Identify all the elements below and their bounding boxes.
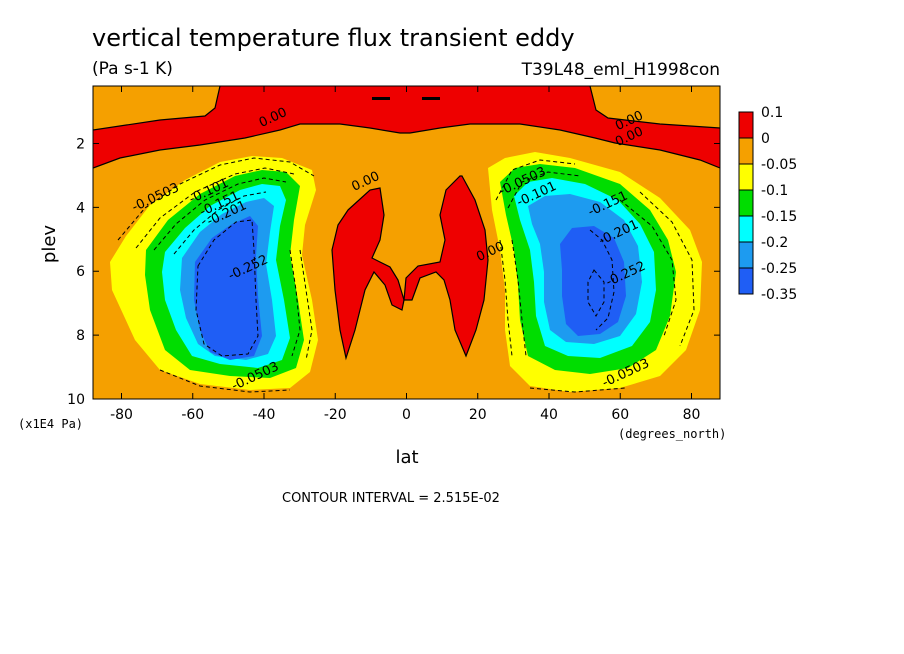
fill-red-top-band — [93, 86, 720, 168]
x-unit-label: (degrees_north) — [618, 427, 726, 441]
contour-dash-mark — [372, 97, 390, 100]
y-axis: 2 4 6 8 10 — [67, 136, 720, 408]
colorbar-label: -0.15 — [761, 209, 797, 225]
y-tick-label: 6 — [76, 264, 85, 280]
x-tick-label: -80 — [110, 407, 133, 423]
x-tick-label: 60 — [611, 407, 629, 423]
colorbar-swatch — [738, 163, 754, 191]
fill-blue-left — [194, 216, 262, 360]
y-tick-label: 8 — [76, 328, 85, 344]
x-axis-title: lat — [395, 447, 418, 468]
fill-blue-right — [560, 226, 626, 336]
y-tick-label: 4 — [76, 200, 85, 216]
x-tick-label: 0 — [402, 407, 411, 423]
colorbar-swatch — [738, 215, 754, 243]
chart-title: vertical temperature flux transient eddy — [92, 24, 575, 52]
colorbar-label: -0.35 — [761, 287, 797, 303]
colorbar-label: -0.2 — [761, 235, 788, 251]
colorbar-swatch — [738, 267, 754, 295]
contour-interval-note: CONTOUR INTERVAL = 2.515E-02 — [282, 491, 500, 506]
colorbar-label: -0.05 — [761, 157, 797, 173]
x-axis: -80 -60 -40 -20 0 20 40 60 80 — [110, 86, 700, 423]
colorbar-swatch — [738, 137, 754, 165]
colorbar-swatch — [738, 189, 754, 217]
zero-contour-lines — [93, 86, 720, 361]
x-tick-label: 80 — [683, 407, 701, 423]
colorbar-label: -0.1 — [761, 183, 788, 199]
fill-red-center-right — [404, 176, 488, 356]
y-tick-label: 2 — [76, 136, 85, 152]
y-unit-label: (x1E4 Pa) — [18, 417, 83, 431]
x-tick-label: -60 — [181, 407, 204, 423]
colorbar-label: 0.1 — [761, 105, 783, 121]
y-tick-label: 10 — [67, 392, 85, 408]
negative-contour-lines — [117, 157, 695, 393]
y-axis-title: plev — [39, 225, 60, 264]
colorbar: 0.1 0 -0.05 -0.1 -0.15 -0.2 -0.25 -0.35 — [738, 105, 797, 303]
colorbar-swatch — [738, 241, 754, 269]
fill-red-center-left — [332, 188, 404, 358]
contour-plot: 0.00 0.000.000.000.00-0.0503 -0.101-0.151-… — [93, 86, 720, 399]
run-label: T39L48_eml_H1998con — [521, 60, 720, 80]
colorbar-label: 0 — [761, 131, 770, 147]
x-tick-label: 40 — [540, 407, 558, 423]
x-tick-label: -40 — [253, 407, 276, 423]
contour-dash-mark — [422, 97, 440, 100]
x-tick-label: -20 — [324, 407, 347, 423]
colorbar-swatch — [738, 111, 754, 139]
colorbar-label: -0.25 — [761, 261, 797, 277]
x-tick-label: 20 — [469, 407, 487, 423]
units-label: (Pa s-1 K) — [92, 59, 173, 79]
